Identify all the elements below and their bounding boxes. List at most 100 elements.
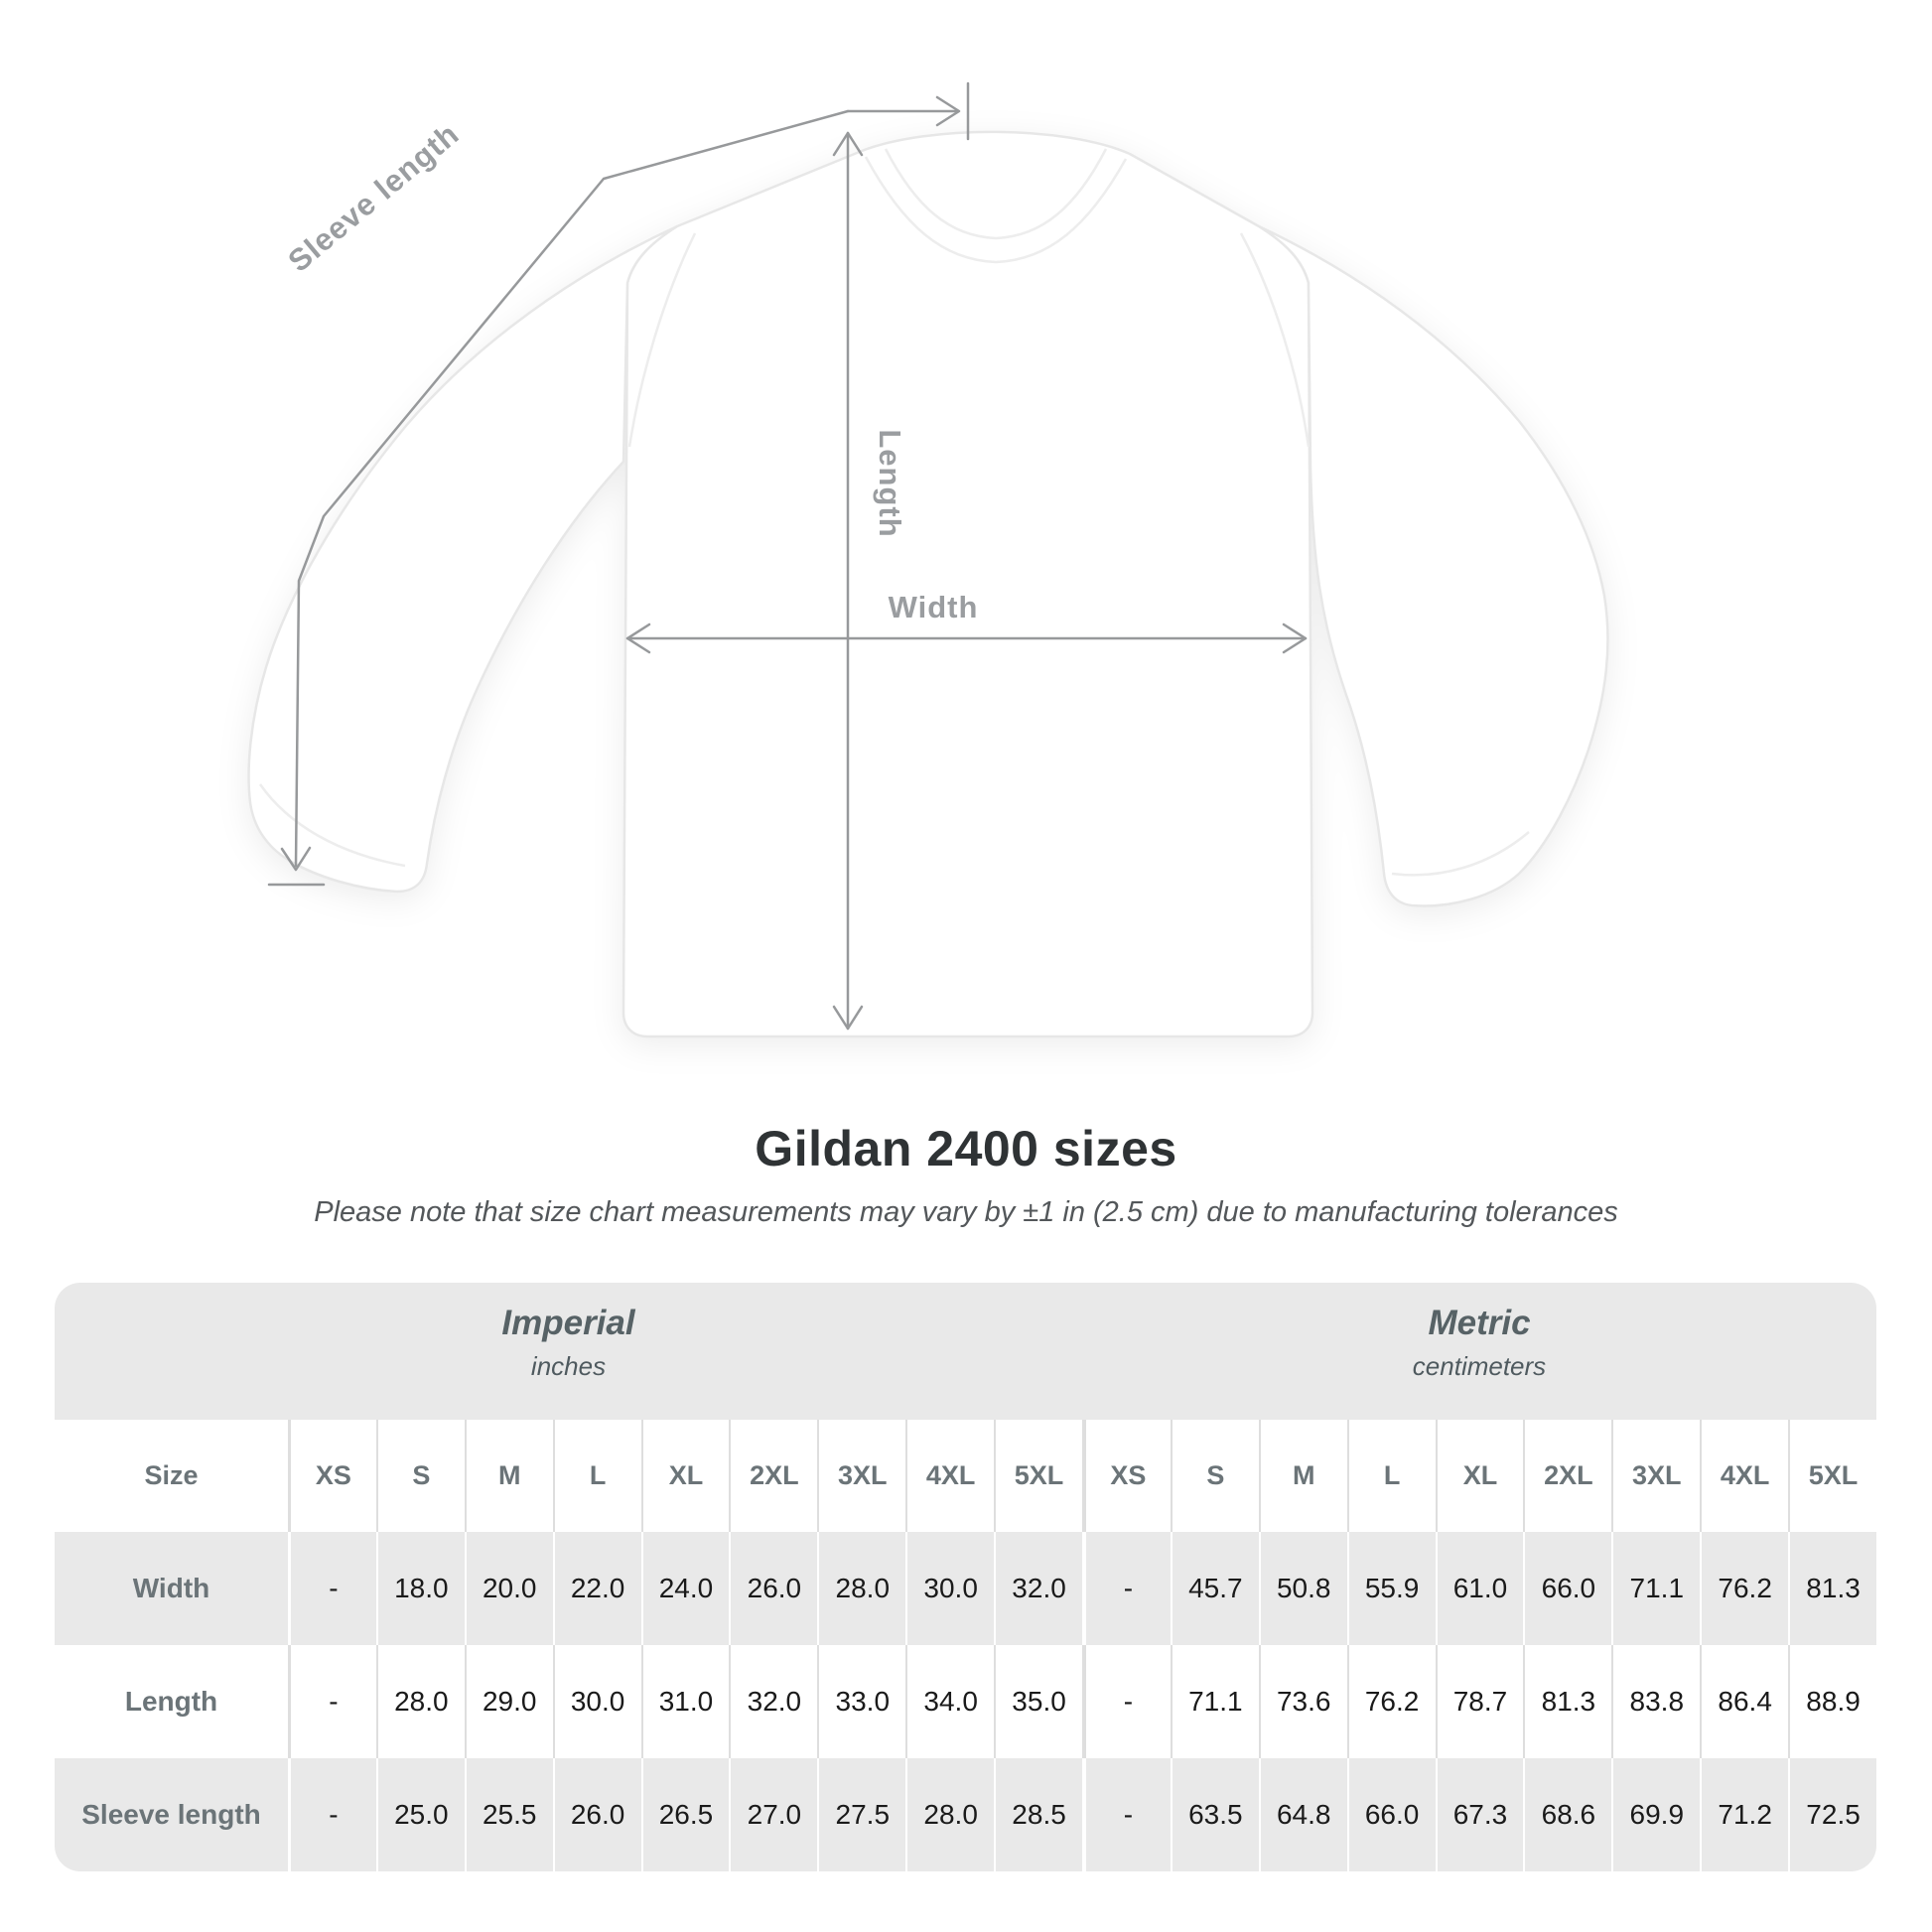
table-cell: 45.7 (1170, 1532, 1259, 1645)
width-arrow (625, 622, 1308, 654)
size-col-header: XL (1435, 1420, 1524, 1532)
size-header-row: Size XS S M L XL 2XL 3XL 4XL 5XL XS S M … (55, 1420, 1876, 1532)
shirt-right-sleeve (1257, 224, 1609, 907)
size-col-header: 3XL (817, 1420, 905, 1532)
table-cell: 18.0 (375, 1532, 465, 1645)
size-col-header: 3XL (1611, 1420, 1700, 1532)
table-cell: 81.3 (1523, 1645, 1611, 1758)
size-col-header: M (1258, 1420, 1347, 1532)
table-cell: 83.8 (1611, 1645, 1700, 1758)
collar-outer-seam (864, 156, 1128, 264)
sleeve-length-arrow (267, 81, 970, 887)
imperial-label: Imperial (501, 1303, 635, 1342)
table-row-sleeve-length: Sleeve length - 25.0 25.5 26.0 26.5 27.0… (55, 1758, 1876, 1871)
table-cell: 24.0 (640, 1532, 730, 1645)
size-col-header: 4XL (905, 1420, 994, 1532)
sleeve-length-label: Sleeve length (281, 116, 466, 279)
table-cell: 28.5 (994, 1758, 1082, 1871)
table-cell: - (1081, 1532, 1171, 1645)
table-cell: 33.0 (817, 1645, 905, 1758)
table-cell: 26.0 (729, 1532, 817, 1645)
table-cell: - (1081, 1645, 1171, 1758)
size-col-header: 5XL (1788, 1420, 1876, 1532)
page-subtitle: Please note that size chart measurements… (314, 1196, 1618, 1228)
table-cell: - (288, 1758, 376, 1871)
length-label: Length (873, 429, 907, 537)
table-cell: 72.5 (1788, 1758, 1876, 1871)
table-cell: 25.0 (375, 1758, 465, 1871)
size-col-header: L (1346, 1420, 1436, 1532)
shirt-left-sleeve (247, 224, 679, 894)
table-cell: 32.0 (994, 1532, 1082, 1645)
table-cell: - (288, 1532, 376, 1645)
size-col-header: S (375, 1420, 465, 1532)
size-table: Imperial inches Metric centimeters Size … (55, 1283, 1876, 1871)
row-label: Length (124, 1686, 218, 1717)
width-label: Width (889, 590, 979, 624)
table-cell: 76.2 (1346, 1645, 1436, 1758)
length-arrow (832, 131, 864, 1031)
imperial-units: inches (530, 1350, 607, 1381)
table-cell: 81.3 (1788, 1532, 1876, 1645)
size-col-header: L (552, 1420, 641, 1532)
table-cell: 25.5 (464, 1758, 553, 1871)
row-label: Width (132, 1573, 210, 1603)
table-cell: 35.0 (994, 1645, 1082, 1758)
table-cell: - (288, 1645, 376, 1758)
left-cuff-seam (258, 783, 406, 868)
shirt-measurement-diagram: Sleeve length Length Width (247, 81, 1609, 1038)
table-cell: 27.0 (729, 1758, 817, 1871)
table-cell: 55.9 (1346, 1532, 1436, 1645)
table-row-length: Length - 28.0 29.0 30.0 31.0 32.0 33.0 3… (55, 1645, 1876, 1758)
right-shoulder-seam (1239, 232, 1311, 448)
table-cell: 20.0 (464, 1532, 553, 1645)
size-col-header: XS (1081, 1420, 1171, 1532)
table-cell: 27.5 (817, 1758, 905, 1871)
size-col-header: M (464, 1420, 553, 1532)
table-row-width: Width - 18.0 20.0 22.0 24.0 26.0 28.0 30… (55, 1532, 1876, 1645)
table-cell: 71.1 (1170, 1645, 1259, 1758)
table-cell: 34.0 (905, 1645, 994, 1758)
size-col-header: S (1170, 1420, 1259, 1532)
metric-units: centimeters (1412, 1350, 1547, 1381)
shirt-diagram-svg: Sleeve length Length Width (247, 81, 1609, 1038)
table-cell: 28.0 (817, 1532, 905, 1645)
size-col-header: XS (288, 1420, 376, 1532)
table-cell: 61.0 (1435, 1532, 1524, 1645)
size-col-header: 2XL (1523, 1420, 1611, 1532)
table-cell: 71.1 (1611, 1532, 1700, 1645)
table-cell: 28.0 (375, 1645, 465, 1758)
long-sleeve-shirt-illustration (247, 130, 1609, 1038)
table-cell: 71.2 (1700, 1758, 1788, 1871)
table-cell: 64.8 (1258, 1758, 1347, 1871)
table-cell: 29.0 (464, 1645, 553, 1758)
table-cell: 30.0 (905, 1532, 994, 1645)
table-cell: 26.0 (552, 1758, 641, 1871)
table-cell: 68.6 (1523, 1758, 1611, 1871)
table-cell: 69.9 (1611, 1758, 1700, 1871)
left-shoulder-seam (627, 232, 697, 448)
table-cell: 66.0 (1523, 1532, 1611, 1645)
table-cell: 50.8 (1258, 1532, 1347, 1645)
table-cell: 73.6 (1258, 1645, 1347, 1758)
table-cell: 26.5 (640, 1758, 730, 1871)
table-cell: 22.0 (552, 1532, 641, 1645)
metric-section-header: Metric centimeters (1082, 1283, 1876, 1420)
size-header: Size (144, 1460, 199, 1490)
table-cell: 30.0 (552, 1645, 641, 1758)
size-col-header: 4XL (1700, 1420, 1788, 1532)
table-cell: 31.0 (640, 1645, 730, 1758)
size-col-header: XL (640, 1420, 730, 1532)
shirt-body (621, 130, 1314, 1038)
page-title: Gildan 2400 sizes (755, 1121, 1177, 1176)
right-cuff-seam (1391, 831, 1530, 877)
imperial-section-header: Imperial inches (55, 1283, 1082, 1420)
table-cell: 86.4 (1700, 1645, 1788, 1758)
metric-label: Metric (1428, 1303, 1531, 1342)
table-cell: 67.3 (1435, 1758, 1524, 1871)
table-cell: 78.7 (1435, 1645, 1524, 1758)
table-cell: 76.2 (1700, 1532, 1788, 1645)
table-cell: 66.0 (1346, 1758, 1436, 1871)
row-label: Sleeve length (81, 1799, 261, 1830)
